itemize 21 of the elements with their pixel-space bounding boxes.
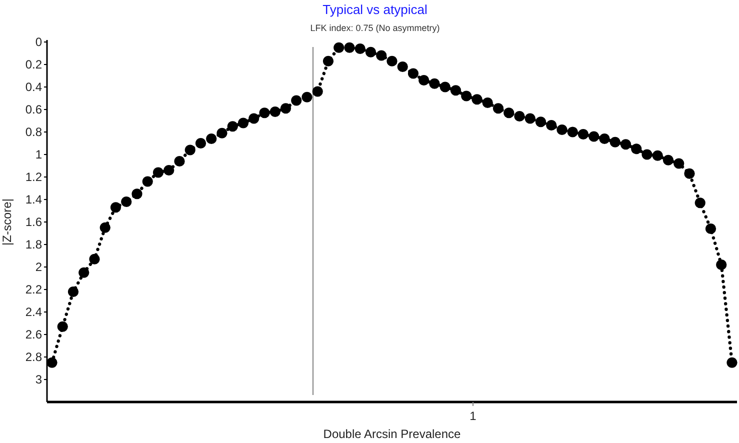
y-tick-label: 1.2	[25, 170, 42, 184]
y-tick-label: 0.4	[25, 80, 42, 94]
chart-subtitle: LFK index: 0.75 (No asymmetry)	[310, 23, 440, 33]
y-tick-label: 2.2	[25, 282, 42, 297]
y-tick-label: 2.4	[25, 305, 42, 320]
y-tick-label: 0.6	[25, 102, 42, 117]
y-tick-label: 1.6	[25, 215, 42, 230]
chart-title: Typical vs atypical	[322, 2, 428, 17]
y-tick-label: 1	[35, 148, 42, 162]
y-tick-label: 0.8	[25, 125, 42, 140]
text: 1	[470, 409, 477, 423]
y-tick-label: 1.4	[25, 192, 42, 207]
y-tick-label: 3	[35, 372, 42, 387]
y-axis-title: |Z-score|	[0, 198, 14, 246]
y-tick-label: 2.6	[25, 328, 42, 342]
x-axis-title: Double Arcsin Prevalence	[323, 427, 462, 441]
y-tick-label: 1.8	[25, 238, 42, 252]
y-tick-label: 2.8	[25, 350, 42, 364]
y-tick-label: 0.2	[25, 58, 42, 72]
y-tick-label: 0	[35, 35, 42, 50]
y-tick-label: 2	[35, 260, 42, 274]
